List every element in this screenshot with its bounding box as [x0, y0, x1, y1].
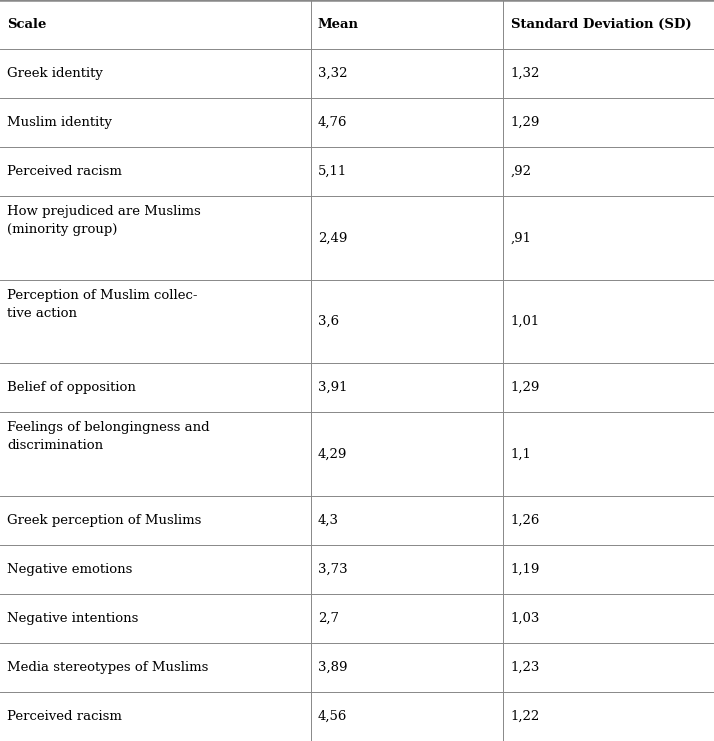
Text: 1,1: 1,1: [511, 448, 531, 460]
Text: 1,19: 1,19: [511, 562, 540, 576]
Text: ,91: ,91: [511, 231, 531, 245]
Text: Negative emotions: Negative emotions: [7, 562, 133, 576]
Text: ,92: ,92: [511, 165, 531, 179]
Text: Belief of opposition: Belief of opposition: [7, 381, 136, 394]
Text: Perception of Muslim collec-
tive action: Perception of Muslim collec- tive action: [7, 288, 198, 319]
Text: Greek perception of Muslims: Greek perception of Muslims: [7, 514, 201, 527]
Text: Scale: Scale: [7, 18, 46, 31]
Text: 3,89: 3,89: [318, 661, 347, 674]
Text: 1,22: 1,22: [511, 710, 540, 723]
Text: 2,7: 2,7: [318, 612, 338, 625]
Text: 1,26: 1,26: [511, 514, 540, 527]
Text: Mean: Mean: [318, 18, 358, 31]
Text: 4,56: 4,56: [318, 710, 347, 723]
Text: Greek identity: Greek identity: [7, 67, 103, 80]
Text: 1,29: 1,29: [511, 381, 540, 394]
Text: Feelings of belongingness and
discrimination: Feelings of belongingness and discrimina…: [7, 421, 210, 452]
Text: Standard Deviation (SD): Standard Deviation (SD): [511, 18, 691, 31]
Text: 1,29: 1,29: [511, 116, 540, 129]
Text: How prejudiced are Muslims
(minority group): How prejudiced are Muslims (minority gro…: [7, 205, 201, 236]
Text: 1,23: 1,23: [511, 661, 540, 674]
Text: 2,49: 2,49: [318, 231, 347, 245]
Text: 3,91: 3,91: [318, 381, 347, 394]
Text: 1,01: 1,01: [511, 315, 540, 328]
Text: Negative intentions: Negative intentions: [7, 612, 139, 625]
Text: 4,3: 4,3: [318, 514, 338, 527]
Text: 4,29: 4,29: [318, 448, 347, 460]
Text: Media stereotypes of Muslims: Media stereotypes of Muslims: [7, 661, 208, 674]
Text: 3,73: 3,73: [318, 562, 347, 576]
Text: 1,03: 1,03: [511, 612, 540, 625]
Text: Perceived racism: Perceived racism: [7, 165, 122, 179]
Text: 5,11: 5,11: [318, 165, 347, 179]
Text: 1,32: 1,32: [511, 67, 540, 80]
Text: Muslim identity: Muslim identity: [7, 116, 112, 129]
Text: 3,32: 3,32: [318, 67, 347, 80]
Text: Perceived racism: Perceived racism: [7, 710, 122, 723]
Text: 4,76: 4,76: [318, 116, 347, 129]
Text: 3,6: 3,6: [318, 315, 339, 328]
